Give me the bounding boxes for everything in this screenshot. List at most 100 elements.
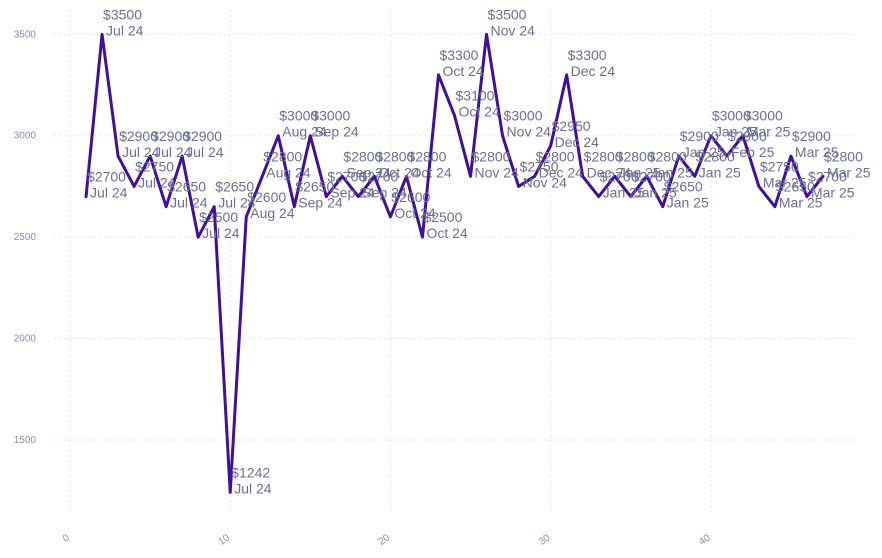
data-label-value: $3100 xyxy=(456,87,495,103)
data-label-date: Jan 25 xyxy=(635,185,677,201)
data-label-date: Mar 25 xyxy=(779,195,823,211)
y-tick-label: 3000 xyxy=(14,131,37,142)
data-label-date: Jul 24 xyxy=(106,22,144,38)
data-label-date: Sep 24 xyxy=(362,185,407,201)
data-label-value: $2800 xyxy=(375,148,414,164)
data-label-date: Oct 24 xyxy=(394,205,435,221)
data-label-value: $2650 xyxy=(295,179,334,195)
data-label-value: $2800 xyxy=(343,148,382,164)
data-label-date: Nov 24 xyxy=(507,124,552,140)
data-label-value: $2800 xyxy=(472,148,511,164)
data-label-date: Mar 25 xyxy=(747,124,791,140)
data-label-value: $2500 xyxy=(423,209,462,225)
data-label-date: Oct 24 xyxy=(378,164,419,180)
data-label-date: Aug 24 xyxy=(282,124,327,140)
data-label-date: Mar 25 xyxy=(795,144,839,160)
data-label-value: $2900 xyxy=(680,128,719,144)
chart-grid xyxy=(54,10,855,515)
data-label-date: Jan 25 xyxy=(651,164,693,180)
data-label-date: Jul 24 xyxy=(186,144,224,160)
data-label-date: Sep 24 xyxy=(330,185,375,201)
data-label-date: Jul 24 xyxy=(122,144,160,160)
data-label-date: Dec 24 xyxy=(571,63,616,79)
data-label-value: $2700 xyxy=(87,169,126,185)
data-label-value: $2700 xyxy=(359,169,398,185)
data-label-date: Nov 24 xyxy=(475,164,520,180)
y-tick-label: 3500 xyxy=(14,29,37,40)
data-label-date: Sep 24 xyxy=(298,195,343,211)
data-label-value: $2800 xyxy=(407,148,446,164)
data-label-date: Sep 24 xyxy=(314,124,359,140)
data-label-value: $3500 xyxy=(488,6,527,22)
data-label-date: Jan 25 xyxy=(715,124,757,140)
data-label-date: Jul 24 xyxy=(154,144,192,160)
data-label-date: Jan 25 xyxy=(667,195,709,211)
data-label-date: Jul 24 xyxy=(202,225,240,241)
x-tick-label: 40 xyxy=(697,532,713,548)
data-label-value: $3000 xyxy=(279,108,318,124)
data-label-value: $2750 xyxy=(520,158,559,174)
data-label-date: Oct 24 xyxy=(459,103,500,119)
data-label-value: $2750 xyxy=(135,158,174,174)
data-label-date: Dec 24 xyxy=(587,164,632,180)
x-tick-label: 10 xyxy=(217,532,233,548)
data-label-value: $1242 xyxy=(231,464,270,480)
data-label-value: $2650 xyxy=(215,179,254,195)
y-tick-label: 1500 xyxy=(14,435,37,446)
data-label-value: $2700 xyxy=(632,169,671,185)
data-label-value: $2800 xyxy=(648,148,687,164)
data-label-value: $2800 xyxy=(616,148,655,164)
data-label-value: $2500 xyxy=(199,209,238,225)
series-line xyxy=(84,32,825,494)
data-label-value: $2900 xyxy=(151,128,190,144)
x-tick-label: 30 xyxy=(537,532,553,548)
data-label-date: Jan 25 xyxy=(699,164,741,180)
data-label-date: Nov 24 xyxy=(523,174,568,190)
data-label-value: $3300 xyxy=(568,47,607,63)
data-label-date: Jul 24 xyxy=(170,195,208,211)
data-label-value: $2800 xyxy=(824,148,863,164)
x-axis: 0 10 20 30 40 xyxy=(61,532,713,548)
data-label-date: Dec 24 xyxy=(539,164,584,180)
data-label-date: Aug 24 xyxy=(250,205,295,221)
data-label-value: $2650 xyxy=(167,179,206,195)
data-label-value: $3000 xyxy=(712,108,751,124)
data-label-value: $2600 xyxy=(391,189,430,205)
y-tick-label: 2500 xyxy=(14,232,37,243)
y-tick-label: 2000 xyxy=(14,334,37,345)
data-label-date: Feb 25 xyxy=(731,144,775,160)
data-label-date: Mar 25 xyxy=(827,164,871,180)
data-label-value: $2600 xyxy=(247,189,286,205)
x-tick-label: 20 xyxy=(377,532,393,548)
y-axis: 1500 2000 2500 3000 3500 xyxy=(14,29,37,446)
data-label-date: Jan 25 xyxy=(683,144,725,160)
data-label-value: $2900 xyxy=(119,128,158,144)
data-label-value: $2800 xyxy=(696,148,735,164)
data-label-date: Oct 24 xyxy=(410,164,451,180)
data-label-value: $2650 xyxy=(776,179,815,195)
data-label-value: $3000 xyxy=(504,108,543,124)
data-label-value: $2700 xyxy=(327,169,366,185)
data-label-value: $2800 xyxy=(584,148,623,164)
data-label-date: Mar 25 xyxy=(763,174,807,190)
data-label-date: Mar 25 xyxy=(811,185,855,201)
data-label-value: $2950 xyxy=(552,118,591,134)
data-label-date: Jul 24 xyxy=(138,174,176,190)
data-label-value: $2700 xyxy=(808,169,847,185)
data-label-value: $2800 xyxy=(263,148,302,164)
data-label-date: Jul 24 xyxy=(218,195,256,211)
data-label-value: $3000 xyxy=(744,108,783,124)
data-label-value: $2900 xyxy=(792,128,831,144)
data-label-value: $2900 xyxy=(728,128,767,144)
data-label-date: Jul 24 xyxy=(234,480,272,496)
data-label-date: Oct 24 xyxy=(426,225,467,241)
data-label-date: Aug 24 xyxy=(266,164,311,180)
data-label-date: Nov 24 xyxy=(491,22,536,38)
series-group xyxy=(84,32,825,494)
data-label-date: Sep 24 xyxy=(346,164,391,180)
data-label-value: $2750 xyxy=(760,158,799,174)
x-tick-label: 0 xyxy=(61,532,72,544)
data-label-value: $3500 xyxy=(103,6,142,22)
data-label-date: Jan 25 xyxy=(619,164,661,180)
